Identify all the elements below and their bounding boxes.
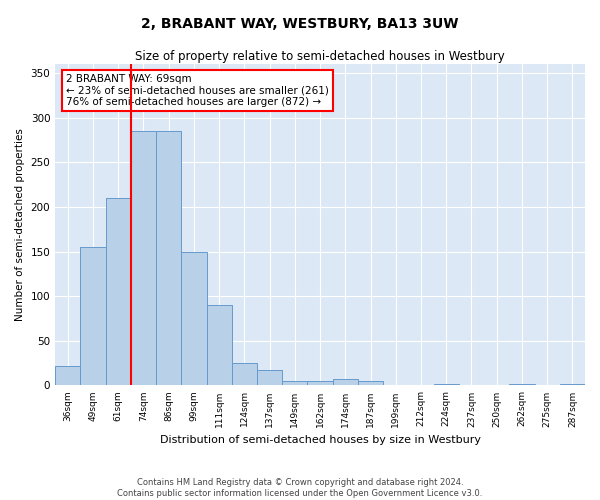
Bar bbox=[358, 381, 383, 386]
Bar bbox=[55, 366, 80, 386]
Bar bbox=[434, 384, 459, 386]
Text: 2 BRABANT WAY: 69sqm
← 23% of semi-detached houses are smaller (261)
76% of semi: 2 BRABANT WAY: 69sqm ← 23% of semi-detac… bbox=[66, 74, 329, 107]
Text: 2, BRABANT WAY, WESTBURY, BA13 3UW: 2, BRABANT WAY, WESTBURY, BA13 3UW bbox=[141, 18, 459, 32]
X-axis label: Distribution of semi-detached houses by size in Westbury: Distribution of semi-detached houses by … bbox=[160, 435, 481, 445]
Bar bbox=[131, 131, 156, 386]
Bar bbox=[156, 131, 181, 386]
Bar bbox=[307, 381, 332, 386]
Bar bbox=[332, 379, 358, 386]
Bar bbox=[106, 198, 131, 386]
Bar bbox=[257, 370, 282, 386]
Bar bbox=[509, 384, 535, 386]
Title: Size of property relative to semi-detached houses in Westbury: Size of property relative to semi-detach… bbox=[135, 50, 505, 63]
Bar bbox=[181, 252, 206, 386]
Bar bbox=[560, 384, 585, 386]
Bar bbox=[206, 305, 232, 386]
Text: Contains HM Land Registry data © Crown copyright and database right 2024.
Contai: Contains HM Land Registry data © Crown c… bbox=[118, 478, 482, 498]
Bar bbox=[282, 381, 307, 386]
Bar bbox=[80, 247, 106, 386]
Y-axis label: Number of semi-detached properties: Number of semi-detached properties bbox=[15, 128, 25, 321]
Bar bbox=[232, 363, 257, 386]
